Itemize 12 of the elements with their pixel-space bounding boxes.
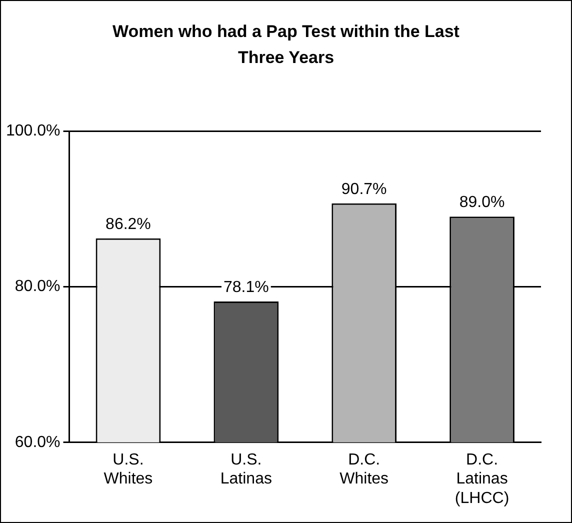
x-tick-label: U.S. Latinas <box>220 451 272 488</box>
data-label: 90.7% <box>341 180 387 198</box>
x-tick-label: D.C. Latinas (LHCC) <box>454 451 510 507</box>
chart-title: Women who had a Pap Test within the Last Three Years <box>112 21 460 69</box>
x-tick-label: U.S. Whites <box>104 451 153 488</box>
y-tick-label: 80.0% <box>14 278 60 296</box>
data-label: 89.0% <box>459 194 505 212</box>
data-label: 86.2% <box>106 216 151 233</box>
y-tick-label: 60.0% <box>14 434 60 451</box>
data-label: 78.1% <box>223 278 269 296</box>
y-tick-label: 100.0% <box>6 122 60 140</box>
x-tick-label: D.C. Whites <box>340 451 389 488</box>
